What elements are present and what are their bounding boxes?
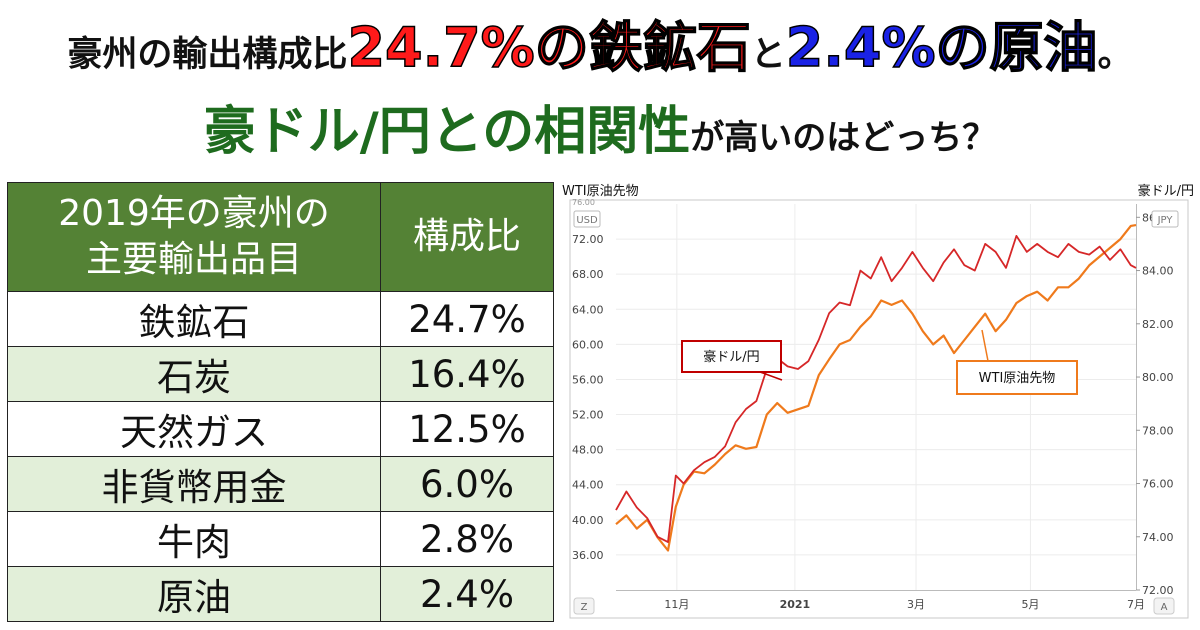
x-axis-line xyxy=(616,590,1136,591)
wti-annotation-leader xyxy=(981,329,989,362)
header-share: 構成比 xyxy=(380,182,554,292)
row-share: 12.5% xyxy=(380,401,554,457)
left-unit-label: USD xyxy=(576,215,598,226)
left-tick-label: 48.00 xyxy=(572,444,604,457)
row-share: 24.7% xyxy=(380,291,554,347)
right-axis-title: 豪ドル/円 xyxy=(1138,183,1194,199)
right-tick-label: 74.00 xyxy=(1142,531,1174,544)
left-tick-label: 72.00 xyxy=(572,233,604,246)
series-layer xyxy=(615,224,1137,552)
correlation-chart: WTI原油先物 豪ドル/円 36.00 40.00 44.00 48.00 52.00 5… xyxy=(562,180,1196,620)
right-tick-label: 84.00 xyxy=(1142,265,1174,278)
left-tick-label: 68.00 xyxy=(572,268,604,281)
row-item: 牛肉 xyxy=(7,511,381,567)
row-share: 16.4% xyxy=(380,346,554,402)
left-tick-label: 36.00 xyxy=(572,549,604,562)
wti-annotation-label: WTI原油先物 xyxy=(979,371,1056,386)
headline-question: が高いのはどっち？ xyxy=(690,118,997,158)
headline-crude-oil: 2.4%の原油 xyxy=(785,15,1098,80)
table-row: 牛肉 2.8% xyxy=(7,511,554,567)
left-axis-title: WTI原油先物 xyxy=(562,184,639,199)
row-share: 6.0% xyxy=(380,456,554,512)
row-item: 非貨幣用金 xyxy=(7,456,381,512)
wti-annotation-box xyxy=(956,360,1078,395)
headline-line1: 豪州の輸出構成比24.7%の鉄鉱石と2.4%の原油。 xyxy=(0,8,1200,88)
zoom-reset-label: Z xyxy=(581,602,588,613)
left-tick-label: 40.00 xyxy=(572,514,604,527)
left-tick-label: 56.00 xyxy=(572,373,604,386)
header-item-line1: 2019年の豪州の xyxy=(58,193,330,234)
left-unit-box xyxy=(573,210,601,228)
export-table: 2019年の豪州の 主要輸出品目 構成比 鉄鉱石 24.7% 石炭 16.4% … xyxy=(7,182,554,622)
row-item: 原油 xyxy=(7,566,381,622)
table-row: 天然ガス 12.5% xyxy=(7,401,554,457)
table-header-row: 2019年の豪州の 主要輸出品目 構成比 xyxy=(7,182,554,292)
right-axis-line xyxy=(1136,204,1137,590)
table-row: 鉄鉱石 24.7% xyxy=(7,291,554,347)
x-tick-label: 3月 xyxy=(907,598,925,611)
row-item: 鉄鉱石 xyxy=(7,291,381,347)
x-tick-label: 2021 xyxy=(780,598,811,611)
right-tick-label: 82.00 xyxy=(1142,318,1174,331)
header-item: 2019年の豪州の 主要輸出品目 xyxy=(7,182,381,292)
auto-scale-label: A xyxy=(1161,602,1168,613)
left-tick-label: 52.00 xyxy=(572,409,604,422)
headline-line2: 豪ドル/円との相関性が高いのはどっち？ xyxy=(0,92,1200,172)
aud-annotation-label: 豪ドル/円 xyxy=(703,349,759,365)
right-unit-label: JPY xyxy=(1157,215,1174,226)
headline-correlation: 豪ドル/円との相関性 xyxy=(203,102,691,162)
auto-scale-button[interactable] xyxy=(1153,597,1175,615)
aud-annotation-leader xyxy=(759,371,783,381)
aud-jpy-line xyxy=(615,235,1137,544)
row-share: 2.8% xyxy=(380,511,554,567)
table-row: 石炭 16.4% xyxy=(7,346,554,402)
right-tick-label: 76.00 xyxy=(1142,478,1174,491)
headline-prefix: 豪州の輸出構成比 xyxy=(67,35,348,75)
x-tick-label: 5月 xyxy=(1021,598,1039,611)
x-tick-label: 11月 xyxy=(664,598,689,611)
row-item: 石炭 xyxy=(7,346,381,402)
left-tick-label: 44.00 xyxy=(572,479,604,492)
right-tick-label: 72.00 xyxy=(1142,584,1174,597)
row-item: 天然ガス xyxy=(7,401,381,457)
table-row: 原油 2.4% xyxy=(7,566,554,622)
row-share: 2.4% xyxy=(380,566,554,622)
headline-period: 。 xyxy=(1097,35,1133,75)
chart-svg: WTI原油先物 豪ドル/円 36.00 40.00 44.00 48.00 52.00 5… xyxy=(562,183,1194,619)
right-unit-box xyxy=(1151,210,1179,228)
x-axis: 11月 2021 3月 5月 7月 xyxy=(664,598,1145,611)
right-tick-label: 80.00 xyxy=(1142,371,1174,384)
right-tick-label: 78.00 xyxy=(1142,424,1174,437)
header-item-line2: 主要輸出品目 xyxy=(85,239,302,280)
zoom-reset-button[interactable] xyxy=(573,597,595,615)
x-tick-label: 7月 xyxy=(1127,598,1145,611)
aud-annotation-box xyxy=(681,340,782,373)
left-tick-label: 60.00 xyxy=(572,338,604,351)
table-row: 非貨幣用金 6.0% xyxy=(7,456,554,512)
left-tick-label: 64.00 xyxy=(572,303,604,316)
left-axis: 36.00 40.00 44.00 48.00 52.00 56.00 60.00 64.00… xyxy=(572,198,604,562)
left-tick-label-cut: 76.00 xyxy=(572,198,595,207)
headline-connector: と xyxy=(750,35,786,75)
headline-iron-ore: 24.7%の鉄鉱石 xyxy=(347,15,752,80)
wti-crude-line xyxy=(615,224,1137,552)
